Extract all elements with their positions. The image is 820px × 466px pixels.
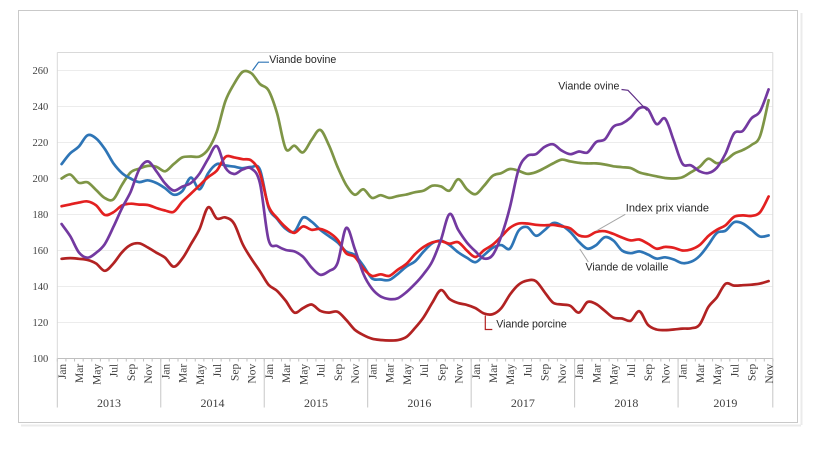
svg-text:Viande bovine: Viande bovine (269, 54, 336, 66)
svg-text:Jul: Jul (729, 364, 741, 377)
svg-text:Jan: Jan (471, 364, 483, 380)
svg-text:Viande de volaille: Viande de volaille (586, 261, 669, 273)
svg-text:Jul: Jul (626, 364, 638, 377)
svg-text:200: 200 (32, 174, 48, 185)
svg-text:Viande porcine: Viande porcine (496, 319, 567, 331)
svg-text:Jan: Jan (264, 364, 276, 380)
svg-text:Mar: Mar (695, 364, 707, 383)
svg-text:Mar: Mar (178, 364, 190, 383)
svg-text:Viande ovine: Viande ovine (558, 81, 619, 93)
svg-text:Nov: Nov (764, 364, 776, 384)
svg-text:Sep: Sep (436, 364, 448, 382)
svg-text:Jan: Jan (574, 364, 586, 380)
svg-text:Mar: Mar (385, 364, 397, 383)
svg-text:260: 260 (32, 66, 48, 77)
svg-text:240: 240 (32, 102, 48, 113)
svg-text:Jul: Jul (212, 364, 224, 377)
svg-text:May: May (195, 364, 207, 385)
svg-text:2015: 2015 (304, 396, 328, 410)
svg-text:Mar: Mar (74, 364, 86, 383)
svg-text:100: 100 (32, 354, 48, 365)
svg-text:2019: 2019 (713, 396, 737, 410)
svg-text:May: May (91, 364, 103, 385)
svg-text:Sep: Sep (229, 364, 241, 382)
svg-text:Nov: Nov (454, 364, 466, 384)
svg-text:Sep: Sep (540, 364, 552, 382)
svg-text:180: 180 (32, 210, 48, 221)
svg-text:Mar: Mar (281, 364, 293, 383)
svg-text:Sep: Sep (643, 364, 655, 382)
svg-text:220: 220 (32, 138, 48, 149)
svg-text:Mar: Mar (591, 364, 603, 383)
svg-text:2014: 2014 (201, 396, 225, 410)
svg-text:May: May (712, 364, 724, 385)
svg-text:Nov: Nov (660, 364, 672, 384)
svg-text:Jan: Jan (367, 364, 379, 380)
svg-text:May: May (298, 364, 310, 385)
svg-text:Jan: Jan (678, 364, 690, 380)
svg-text:2018: 2018 (614, 396, 638, 410)
svg-text:Jul: Jul (522, 364, 534, 377)
svg-text:May: May (609, 364, 621, 385)
svg-text:Index prix viande: Index prix viande (626, 203, 709, 215)
svg-text:Sep: Sep (126, 364, 138, 382)
svg-text:Sep: Sep (747, 364, 759, 382)
svg-text:Nov: Nov (143, 364, 155, 384)
svg-text:Nov: Nov (557, 364, 569, 384)
svg-text:Jul: Jul (419, 364, 431, 377)
svg-text:2016: 2016 (407, 396, 431, 410)
svg-text:140: 140 (32, 282, 48, 293)
svg-text:Jan: Jan (160, 364, 172, 380)
svg-text:Sep: Sep (333, 364, 345, 382)
svg-text:160: 160 (32, 246, 48, 257)
svg-text:2017: 2017 (511, 396, 535, 410)
svg-text:Jul: Jul (109, 364, 121, 377)
svg-text:Mar: Mar (488, 364, 500, 383)
svg-text:May: May (505, 364, 517, 385)
svg-text:May: May (402, 364, 414, 385)
svg-text:2013: 2013 (97, 396, 121, 410)
svg-text:Jan: Jan (57, 364, 69, 380)
svg-text:Nov: Nov (350, 364, 362, 384)
svg-text:Nov: Nov (247, 364, 259, 384)
svg-text:120: 120 (32, 318, 48, 329)
svg-text:Jul: Jul (316, 364, 328, 377)
